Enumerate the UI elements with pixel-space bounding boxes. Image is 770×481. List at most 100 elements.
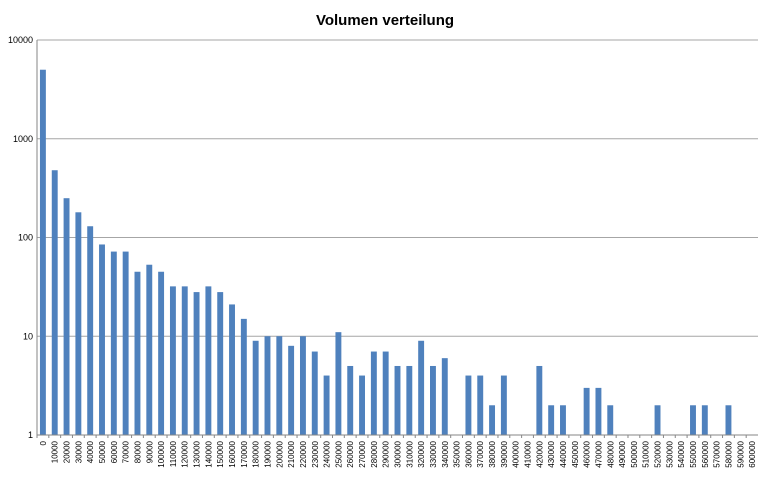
bar	[548, 405, 555, 435]
x-tick-label: 90000	[145, 440, 154, 463]
x-tick-label: 450000	[571, 440, 580, 467]
x-axis-ticks: 0 10000 20000 30000 40000 50000 60000 70000 8000…	[39, 440, 757, 467]
x-tick-label: 20000	[63, 440, 72, 463]
x-tick-label: 420000	[535, 440, 544, 467]
bar	[240, 318, 247, 435]
bar	[51, 170, 58, 436]
bar	[477, 375, 484, 435]
x-tick-label: 520000	[654, 440, 663, 467]
x-tick-label: 40000	[86, 440, 95, 463]
x-tick-label: 600000	[748, 440, 757, 467]
bar	[595, 387, 602, 435]
x-tick-label: 160000	[228, 440, 237, 467]
bar	[299, 336, 306, 435]
x-tick-label: 340000	[441, 440, 450, 467]
x-tick-label: 70000	[122, 440, 131, 463]
bar	[418, 340, 425, 435]
bar	[560, 405, 566, 435]
bar	[654, 405, 661, 435]
bar	[500, 375, 507, 435]
x-tick-label: 210000	[287, 440, 296, 467]
bar	[725, 405, 732, 435]
bars	[39, 69, 732, 436]
x-tick-label: 10000	[51, 440, 60, 463]
grid-lines	[37, 39, 758, 337]
bar	[134, 271, 141, 435]
bar	[583, 387, 590, 435]
bar	[169, 286, 176, 435]
y-tick-label: 10000	[8, 35, 33, 45]
x-tick-label: 130000	[193, 440, 202, 467]
x-tick-label: 380000	[488, 440, 497, 467]
x-tick-label: 220000	[299, 440, 308, 467]
x-tick-label: 320000	[417, 440, 426, 467]
x-tick-label: 50000	[98, 440, 107, 463]
bar	[359, 375, 365, 435]
x-tick-label: 190000	[263, 440, 272, 467]
x-tick-label: 240000	[323, 440, 332, 467]
x-tick-label: 80000	[133, 440, 142, 463]
y-axis-ticks: 1 10 100 1000 10000	[8, 35, 33, 440]
bar	[441, 358, 448, 435]
bar	[63, 198, 70, 435]
bar	[489, 405, 496, 435]
bar	[465, 375, 472, 435]
bar	[122, 251, 129, 435]
x-tick-label: 330000	[429, 440, 438, 467]
x-tick-label: 430000	[547, 440, 556, 467]
bar	[394, 365, 401, 435]
bar	[264, 336, 271, 435]
x-tick-label: 230000	[311, 440, 320, 467]
x-tick-label: 540000	[677, 440, 686, 467]
x-tick-label: 570000	[713, 440, 722, 467]
bar	[690, 405, 696, 435]
y-tick-label: 100	[18, 233, 33, 243]
x-tick-label: 310000	[405, 440, 414, 467]
bar	[217, 292, 224, 435]
x-tick-label: 30000	[74, 440, 83, 463]
x-tick-label: 170000	[240, 440, 249, 467]
bar	[39, 69, 46, 435]
x-tick-label: 280000	[370, 440, 379, 467]
x-tick-label: 390000	[500, 440, 509, 467]
x-tick-label: 530000	[665, 440, 674, 467]
bar	[370, 351, 377, 435]
x-tick-label: 560000	[701, 440, 710, 467]
x-tick-label: 410000	[524, 440, 533, 467]
x-tick-label: 400000	[512, 440, 521, 467]
x-tick-label: 270000	[358, 440, 367, 467]
bar	[276, 336, 283, 435]
bar	[288, 345, 295, 435]
bar	[146, 264, 153, 435]
bar	[158, 271, 165, 435]
x-tick-label: 490000	[618, 440, 627, 467]
x-tick-label: 60000	[110, 440, 119, 463]
bar	[323, 375, 330, 435]
x-tick-label: 140000	[204, 440, 213, 467]
bar	[181, 286, 188, 435]
x-tick-label: 100000	[157, 440, 166, 467]
y-tick-label: 1	[28, 430, 33, 440]
x-tick-label: 550000	[689, 440, 698, 467]
bar	[75, 212, 82, 435]
bar	[701, 405, 708, 435]
x-tick-label: 260000	[346, 440, 355, 467]
chart-title: Volumen verteilung	[316, 12, 454, 29]
bar	[87, 226, 94, 435]
bar	[311, 351, 318, 435]
x-tick-label: 350000	[453, 440, 462, 467]
x-tick-label: 250000	[334, 440, 343, 467]
bar	[406, 365, 413, 435]
bar	[430, 365, 436, 435]
x-tick-label: 480000	[606, 440, 615, 467]
bar	[99, 244, 105, 435]
x-tick-label: 370000	[476, 440, 485, 467]
x-tick-label: 510000	[642, 440, 651, 467]
bar	[536, 365, 543, 435]
x-tick-label: 120000	[181, 440, 190, 467]
axes	[36, 40, 758, 438]
x-tick-label: 290000	[382, 440, 391, 467]
x-tick-label: 180000	[252, 440, 261, 467]
